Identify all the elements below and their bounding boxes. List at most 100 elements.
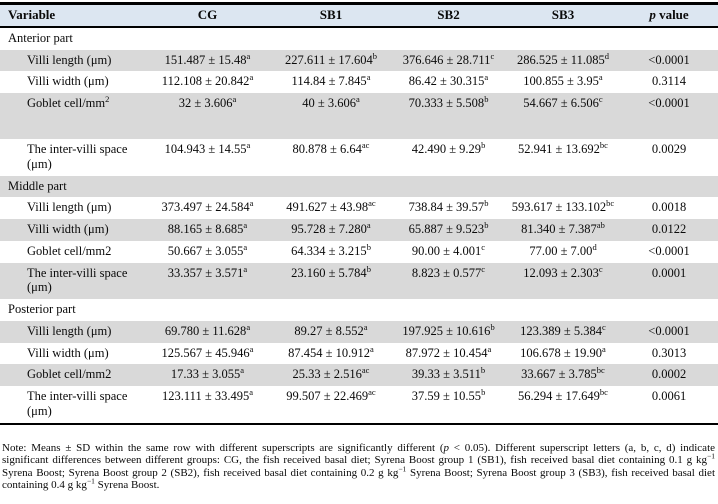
table-body: Anterior part Villi length (μm) 151.487 ± … [0,27,718,424]
section-title: Posterior part [8,302,76,317]
value-cell: 42.490 ± 9.29b [411,140,486,157]
value-cell: 593.617 ± 133.102bc [511,198,615,215]
data-row: The inter-villi space (μm) 123.111 ± 33.4… [0,386,718,424]
row-label: Goblet cell/mm2 [27,94,110,111]
value-cell: 227.611 ± 17.604b [285,50,377,67]
value-cell: 8.823 ± 0.577c [411,263,486,280]
row-label: Villi width (μm) [27,74,109,89]
value-cell: 33.667 ± 3.785bc [521,365,605,382]
value-cell: 197.925 ± 10.616b [402,321,495,338]
data-row: The inter-villi space (μm) 33.357 ± 3.571… [0,262,718,300]
value-cell: 90.00 ± 4.001c [411,241,486,258]
p-value-cell: 0.3114 [652,74,686,89]
value-cell: 86.42 ± 30.315a [408,72,489,89]
data-row: Villi width (μm) 112.108 ± 20.842a 114.84 … [0,71,718,93]
value-cell: 37.59 ± 10.55b [411,387,486,404]
value-cell: 69.780 ± 11.628a [164,321,251,338]
value-cell: 87.454 ± 10.912a [288,343,374,360]
value-cell: 25.33 ± 2.516ac [292,365,370,382]
data-row: Villi length (μm) 373.497 ± 24.584a 491.62… [0,197,718,219]
value-cell: 54.667 ± 6.506c [523,94,603,111]
p-value-cell: 0.3013 [651,345,687,360]
p-value-cell: 0.0002 [651,367,687,382]
value-cell: 99.507 ± 22.469ac [286,387,376,404]
row-label: Villi width (μm) [27,222,109,237]
column-header-sb3: SB3 [506,3,620,28]
value-cell: 39.33 ± 3.511b [411,365,486,382]
value-cell: 100.855 ± 3.95a [523,72,603,89]
data-row: Villi width (μm) 125.567 ± 45.946a 87.454 … [0,343,718,365]
value-cell: 70.333 ± 5.508b [408,94,489,111]
column-header-p-value: p value [620,3,718,28]
value-cell: 106.678 ± 19.90a [520,343,606,360]
value-cell: 125.567 ± 45.946a [161,343,254,360]
value-cell: 50.667 ± 3.055a [167,241,248,258]
value-cell: 376.646 ± 28.711c [402,50,495,67]
results-table: Variable CG SB1 SB2 SB3 p value Anterior part… [0,2,718,425]
value-cell: 32 ± 3.606a [178,94,237,111]
p-value-cell: 0.0061 [651,389,687,404]
value-cell: 738.84 ± 39.57b [408,198,489,215]
value-cell: 87.972 ± 10.454a [405,343,492,360]
header-row: Variable CG SB1 SB2 SB3 p value [0,3,718,28]
row-label: The inter-villi space (μm) [27,389,128,418]
table-header: Variable CG SB1 SB2 SB3 p value [0,3,718,28]
p-value-cell: 0.0001 [651,265,687,280]
data-row: Villi length (μm) 151.487 ± 15.48a 227.611… [0,49,718,72]
value-cell: 17.33 ± 3.055a [170,365,245,382]
value-cell: 52.941 ± 13.692bc [518,140,608,157]
p-value-cell: <0.0001 [648,323,690,338]
value-cell: 33.357 ± 3.571a [167,263,248,280]
table-page: Variable CG SB1 SB2 SB3 p value Anterior part… [0,2,718,491]
value-cell: 80.878 ± 6.64ac [292,140,370,157]
value-cell: 65.887 ± 9.523b [408,220,489,237]
value-cell: 114.84 ± 7.845a [291,72,371,89]
value-cell: 104.943 ± 14.55a [164,140,251,157]
value-cell: 112.108 ± 20.842a [161,72,254,89]
row-label: Villi length (μm) [27,200,112,215]
p-value-cell: <0.0001 [648,96,690,111]
section-title: Anterior part [8,30,73,45]
section-title: Middle part [8,178,67,193]
value-cell: 123.111 ± 33.495a [162,387,253,404]
p-value-cell: 0.0122 [651,222,687,237]
value-cell: 12.093 ± 2.303c [523,263,603,280]
value-cell: 23.160 ± 5.784b [291,263,371,280]
row-label: The inter-villi space (μm) [27,265,128,295]
column-header-variable: Variable [0,3,144,28]
row-label: Goblet cell/mm2 [27,243,112,258]
column-header-sb2: SB2 [391,3,506,28]
data-row: The inter-villi space (μm) 104.943 ± 14.5… [0,139,718,176]
value-cell: 40 ± 3.606a [302,94,360,111]
value-cell: 373.497 ± 24.584a [161,198,254,215]
value-cell: 77.00 ± 7.00d [529,241,597,258]
column-header-cg: CG [144,3,271,28]
value-cell: 151.487 ± 15.48a [164,50,251,67]
value-cell: 56.294 ± 17.649bc [518,387,608,404]
p-value-cell: <0.0001 [648,243,690,258]
value-cell: 123.389 ± 5.384c [520,321,606,338]
section-header-row: Posterior part [0,299,718,321]
p-value-cell: <0.0001 [648,52,690,67]
data-row: Villi width (μm) 88.165 ± 8.685a 95.728 ± … [0,219,718,241]
p-value-cell: 0.0018 [651,200,687,215]
p-value-cell: 0.0029 [651,142,687,157]
value-cell: 89.27 ± 8.552a [294,321,368,338]
table-note: Note: Means ± SD within the same row wit… [2,441,716,491]
column-header-sb1: SB1 [271,3,391,28]
value-cell: 491.627 ± 43.98ac [286,198,376,215]
section-header-row: Middle part [0,175,718,198]
row-label: Villi length (μm) [27,52,112,67]
row-label: Goblet cell/mm2 [27,367,112,382]
section-header-row: Anterior part [0,27,718,50]
data-row: Goblet cell/mm2 17.33 ± 3.055a 25.33 ± 2.5… [0,364,718,387]
row-label: Villi width (μm) [27,345,109,360]
value-cell: 95.728 ± 7.280a [291,220,371,237]
row-label: Villi length (μm) [27,323,112,338]
row-label: The inter-villi space (μm) [27,142,128,171]
data-row: Goblet cell/mm2 50.667 ± 3.055a 64.334 ± 3… [0,241,718,263]
value-cell: 286.525 ± 11.085d [517,50,609,67]
data-row: Goblet cell/mm2 32 ± 3.606a 40 ± 3.606a 70.… [0,93,718,140]
value-cell: 88.165 ± 8.685a [167,220,248,237]
value-cell: 64.334 ± 3.215b [291,241,371,258]
